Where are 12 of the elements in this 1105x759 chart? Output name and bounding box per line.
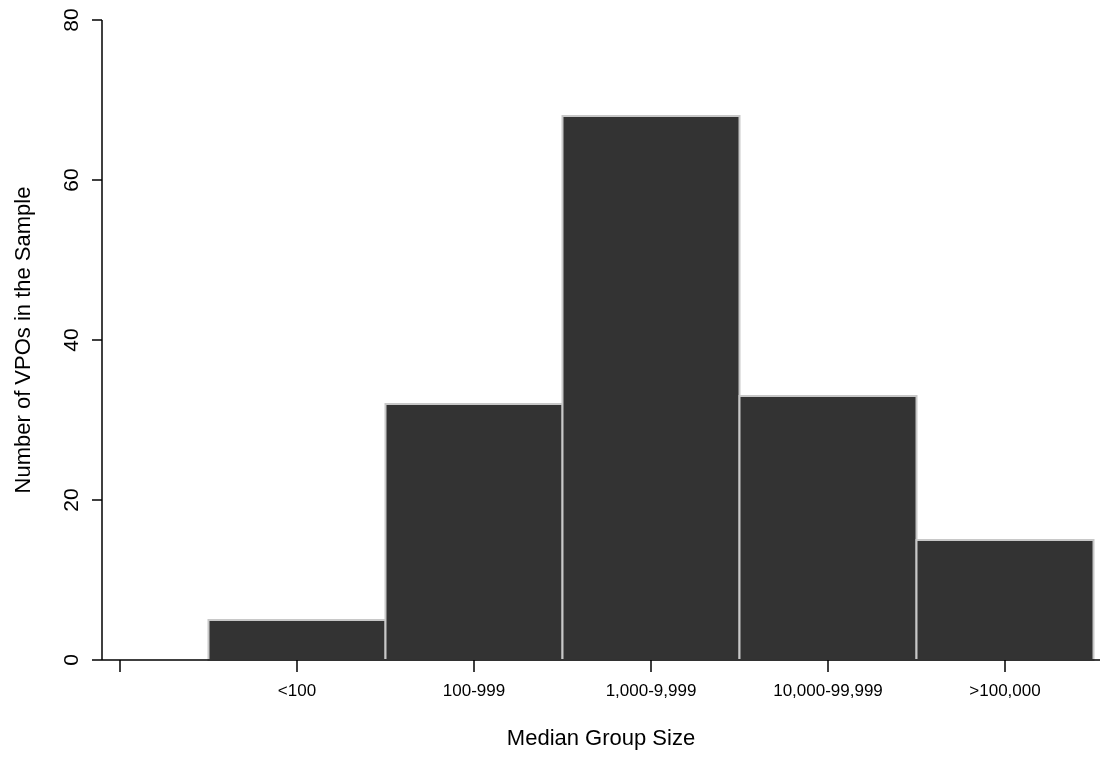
x-axis-title: Median Group Size <box>506 725 696 750</box>
x-tick-label: 1,000-9,999 <box>605 681 697 700</box>
y-tick-label: 40 <box>59 328 82 352</box>
y-axis-title: Number of VPOs in the Sample <box>10 186 35 494</box>
y-tick-label: 0 <box>59 654 82 666</box>
x-tick-label: 10,000-99,999 <box>773 681 883 700</box>
y-tick-label: 60 <box>59 168 82 192</box>
x-tick-label: >100,000 <box>969 681 1041 700</box>
x-tick-label: <100 <box>277 681 317 700</box>
y-tick-label: 80 <box>59 8 82 32</box>
y-tick-label: 20 <box>59 488 82 512</box>
x-tick-label: 100-999 <box>442 681 506 700</box>
